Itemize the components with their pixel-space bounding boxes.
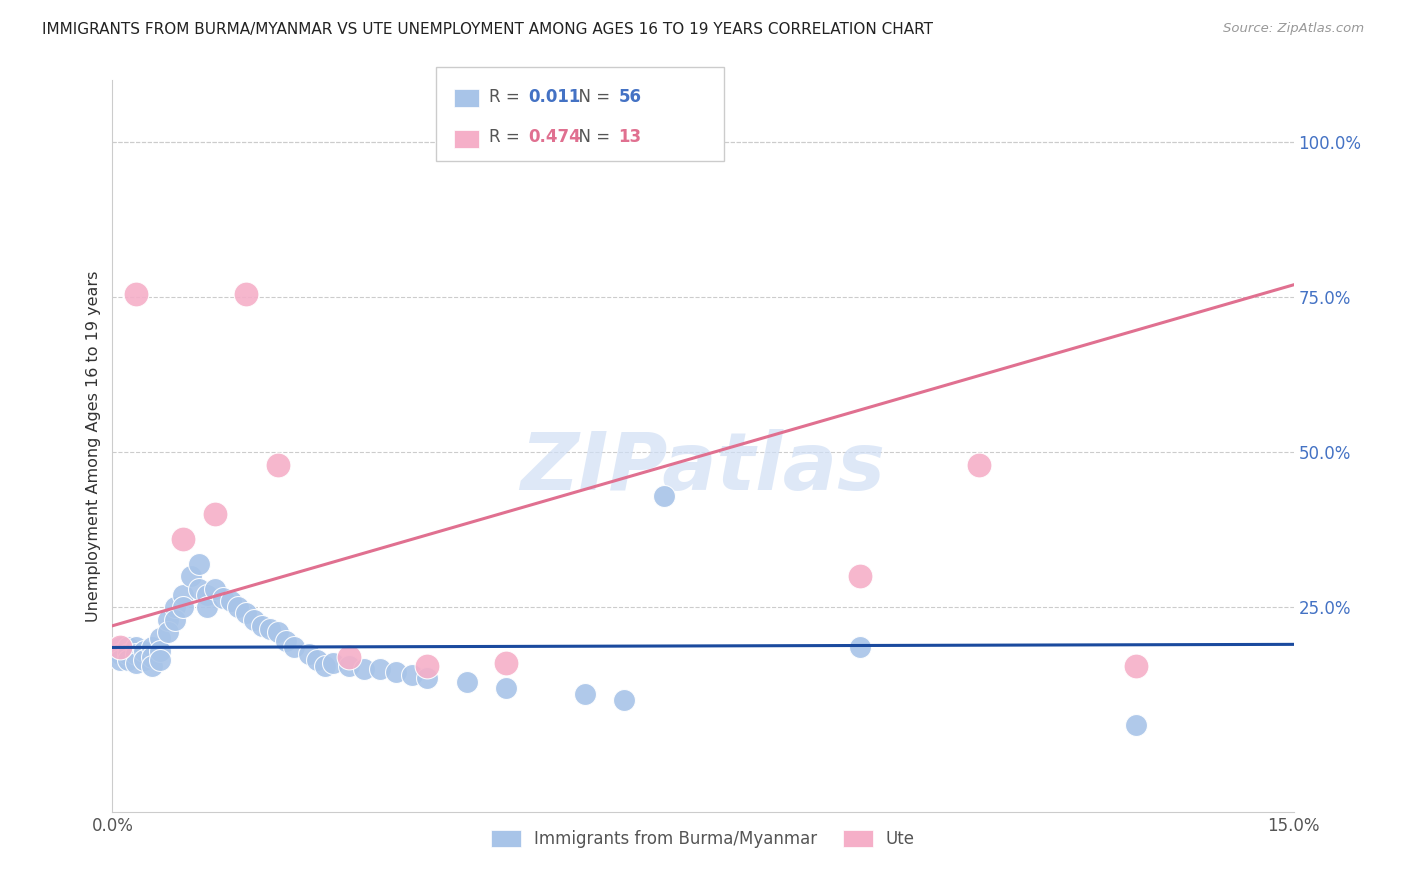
Point bbox=[125, 640, 148, 655]
Point bbox=[165, 613, 187, 627]
Point bbox=[337, 649, 360, 664]
Text: R =: R = bbox=[489, 128, 526, 146]
Point bbox=[204, 582, 226, 596]
Point bbox=[274, 634, 297, 648]
Point bbox=[195, 600, 218, 615]
Point bbox=[132, 653, 155, 667]
Point bbox=[149, 631, 172, 645]
Point bbox=[267, 458, 290, 472]
Point bbox=[495, 681, 517, 695]
Point bbox=[149, 643, 172, 657]
Text: 56: 56 bbox=[619, 87, 641, 106]
Point bbox=[235, 607, 257, 621]
Legend: Immigrants from Burma/Myanmar, Ute: Immigrants from Burma/Myanmar, Ute bbox=[485, 823, 921, 855]
Text: 0.011: 0.011 bbox=[529, 87, 581, 106]
Point bbox=[967, 458, 990, 472]
Point bbox=[110, 647, 132, 661]
Point bbox=[613, 693, 636, 707]
Point bbox=[456, 674, 478, 689]
Point bbox=[1125, 659, 1147, 673]
Point bbox=[125, 656, 148, 670]
Point bbox=[149, 653, 172, 667]
Point bbox=[180, 569, 202, 583]
Point bbox=[117, 640, 139, 655]
Point bbox=[849, 640, 872, 655]
Point bbox=[385, 665, 408, 680]
Point bbox=[141, 659, 163, 673]
Y-axis label: Unemployment Among Ages 16 to 19 years: Unemployment Among Ages 16 to 19 years bbox=[86, 270, 101, 622]
Text: 0.474: 0.474 bbox=[529, 128, 582, 146]
Point bbox=[156, 613, 179, 627]
Point bbox=[125, 287, 148, 301]
Point bbox=[211, 591, 233, 605]
Point bbox=[117, 653, 139, 667]
Point bbox=[652, 489, 675, 503]
Point bbox=[156, 624, 179, 639]
Point bbox=[235, 287, 257, 301]
Point bbox=[188, 582, 211, 596]
Point bbox=[574, 135, 596, 149]
Point bbox=[117, 647, 139, 661]
Point bbox=[172, 600, 194, 615]
Point bbox=[416, 659, 439, 673]
Text: IMMIGRANTS FROM BURMA/MYANMAR VS UTE UNEMPLOYMENT AMONG AGES 16 TO 19 YEARS CORR: IMMIGRANTS FROM BURMA/MYANMAR VS UTE UNE… bbox=[42, 22, 934, 37]
Point bbox=[849, 569, 872, 583]
Point bbox=[204, 507, 226, 521]
Point bbox=[172, 588, 194, 602]
Point bbox=[267, 624, 290, 639]
Text: N =: N = bbox=[568, 128, 616, 146]
Point bbox=[368, 662, 391, 676]
Point bbox=[283, 640, 305, 655]
Text: 13: 13 bbox=[619, 128, 641, 146]
Point bbox=[141, 640, 163, 655]
Point bbox=[307, 653, 329, 667]
Point bbox=[141, 649, 163, 664]
Point bbox=[337, 659, 360, 673]
Point bbox=[1125, 718, 1147, 732]
Point bbox=[298, 647, 321, 661]
Point bbox=[132, 643, 155, 657]
Point bbox=[110, 653, 132, 667]
Point bbox=[243, 613, 266, 627]
Point bbox=[353, 662, 375, 676]
Point bbox=[195, 588, 218, 602]
Text: ZIPatlas: ZIPatlas bbox=[520, 429, 886, 507]
Point bbox=[250, 619, 273, 633]
Point bbox=[495, 656, 517, 670]
Text: N =: N = bbox=[568, 87, 616, 106]
Point bbox=[219, 594, 242, 608]
Text: R =: R = bbox=[489, 87, 526, 106]
Point bbox=[110, 640, 132, 655]
Point bbox=[165, 600, 187, 615]
Point bbox=[172, 532, 194, 546]
Point bbox=[416, 672, 439, 686]
Point bbox=[228, 600, 250, 615]
Point bbox=[110, 640, 132, 655]
Text: Source: ZipAtlas.com: Source: ZipAtlas.com bbox=[1223, 22, 1364, 36]
Point bbox=[322, 656, 344, 670]
Point bbox=[259, 622, 281, 636]
Point bbox=[574, 687, 596, 701]
Point bbox=[401, 668, 423, 682]
Point bbox=[125, 647, 148, 661]
Point bbox=[188, 557, 211, 571]
Point bbox=[314, 659, 336, 673]
